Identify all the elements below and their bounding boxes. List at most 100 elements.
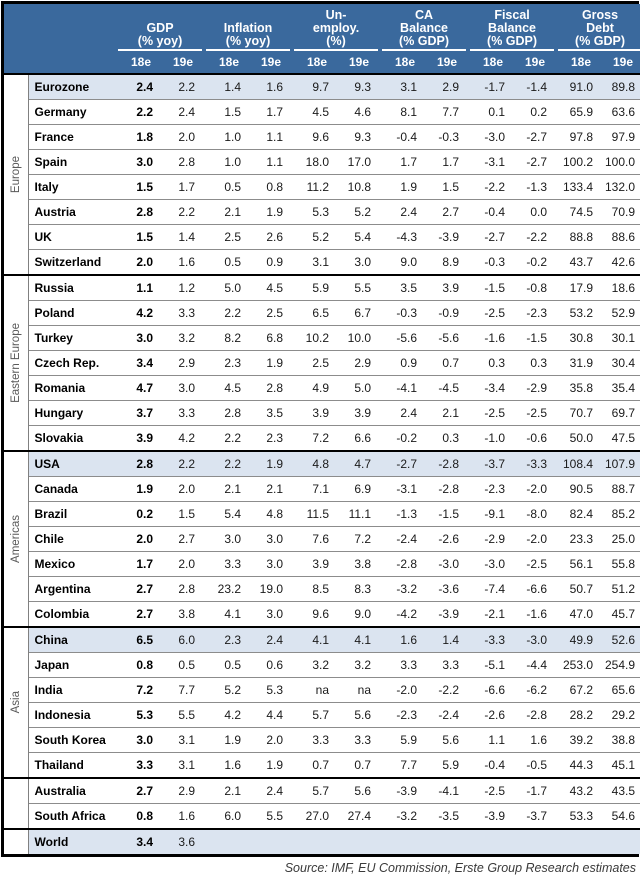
value-cell: 9.0	[382, 249, 425, 275]
value-cell: 4.2	[206, 702, 249, 728]
value-cell: 0.7	[424, 350, 467, 376]
value-cell: 0.2	[512, 99, 555, 125]
value-cell: 2.0	[160, 476, 203, 502]
table-row: Spain 3.0 2.8 1.0 1.1 18.0 17.0 1.7 1.7 -3.1 -2.7 1…	[4, 149, 640, 175]
spacer-cell	[554, 124, 559, 150]
value-cell: 0.7	[336, 752, 379, 778]
value-cell: 0.5	[206, 652, 249, 678]
table-row: Europe Eurozone 2.4 2.2 1.4 1.6 9.7 9.3 3.1 2.9 -1…	[4, 73, 640, 275]
value-cell: 1.1	[248, 124, 291, 150]
value-cell: 1.6	[160, 249, 203, 275]
value-cell: 18.6	[600, 274, 640, 301]
value-cell: 1.6	[512, 727, 555, 753]
value-cell: 49.9	[558, 626, 601, 653]
spacer-cell	[378, 274, 383, 301]
spacer-cell	[378, 224, 383, 250]
spacer-cell	[554, 174, 559, 200]
country-cell: UK	[28, 224, 114, 250]
value-cell: 47.0	[558, 601, 601, 627]
spacer-cell	[290, 752, 295, 778]
spacer-cell	[466, 677, 471, 703]
value-cell: 6.0	[206, 803, 249, 829]
spacer-cell	[290, 325, 295, 351]
country-cell: Argentina	[28, 576, 114, 602]
value-cell: 6.5	[294, 300, 337, 326]
value-cell: 47.5	[600, 425, 640, 451]
value-cell: 1.5	[118, 174, 160, 200]
value-cell: 7.2	[336, 526, 379, 552]
spacer-cell	[554, 526, 559, 552]
spacer-cell	[202, 300, 207, 326]
spacer-cell	[378, 803, 383, 829]
table-row: Canada 1.9 2.0 2.1 2.1 7.1 6.9 -3.1 -2.8 -2.3 -2.0…	[4, 476, 640, 502]
value-cell: 108.4	[558, 450, 601, 477]
value-cell: 5.0	[206, 274, 249, 301]
subheader-18e: 18e	[470, 50, 513, 74]
value-cell: 18.0	[294, 149, 337, 175]
header-spacer	[466, 50, 471, 74]
value-cell: 4.8	[294, 450, 337, 477]
column-group-title-0: GDP (% yoy)	[118, 4, 203, 51]
value-cell: 45.7	[600, 601, 640, 627]
table-row: Thailand 3.3 3.1 1.6 1.9 0.7 0.7 7.7 5.9 -0.4 -0.5…	[4, 752, 640, 778]
spacer-cell	[114, 626, 118, 653]
spacer-cell	[202, 752, 207, 778]
value-cell: -0.8	[512, 274, 555, 301]
value-cell: 9.6	[294, 124, 337, 150]
spacer-cell	[202, 828, 207, 854]
spacer-cell	[290, 777, 295, 804]
value-cell: 1.1	[118, 274, 160, 301]
value-cell: 35.8	[558, 375, 601, 401]
value-cell: 0.8	[118, 803, 160, 829]
value-cell: 3.0	[160, 375, 203, 401]
country-cell: South Korea	[28, 727, 114, 753]
value-cell: -5.6	[382, 325, 425, 351]
value-cell: 4.6	[336, 99, 379, 125]
value-cell: 2.7	[118, 601, 160, 627]
spacer-cell	[290, 476, 295, 502]
country-cell: Japan	[28, 652, 114, 678]
value-cell: 2.0	[248, 727, 291, 753]
value-cell: -6.6	[470, 677, 513, 703]
value-cell: 2.4	[248, 626, 291, 653]
value-cell: 2.3	[206, 626, 249, 653]
value-cell: 4.2	[118, 300, 160, 326]
value-cell: 2.0	[118, 526, 160, 552]
value-cell: 27.0	[294, 803, 337, 829]
value-cell: 43.5	[600, 777, 640, 804]
table-row: South Africa 0.8 1.6 6.0 5.5 27.0 27.4 -3.2 -3.5…	[4, 803, 640, 829]
spacer-cell	[378, 526, 383, 552]
value-cell: 3.1	[294, 249, 337, 275]
value-cell: -3.7	[512, 803, 555, 829]
spacer-cell	[290, 300, 295, 326]
spacer-cell	[290, 828, 295, 854]
value-cell: -2.7	[512, 124, 555, 150]
value-cell: na	[294, 677, 337, 703]
value-cell: -8.0	[512, 501, 555, 527]
country-cell: Turkey	[28, 325, 114, 351]
value-cell: 3.4	[118, 350, 160, 376]
spacer-cell	[378, 174, 383, 200]
spacer-cell	[114, 400, 118, 426]
spacer-cell	[202, 73, 207, 100]
value-cell: 2.2	[118, 99, 160, 125]
value-cell: 8.2	[206, 325, 249, 351]
spacer-cell	[554, 300, 559, 326]
spacer-cell	[466, 174, 471, 200]
spacer-cell	[114, 325, 118, 351]
spacer-cell	[114, 224, 118, 250]
subheader-18e: 18e	[206, 50, 249, 74]
table-row: Romania 4.7 3.0 4.5 2.8 4.9 5.0 -4.1 -4.5 -3.4 -2.…	[4, 375, 640, 401]
value-cell: 39.2	[558, 727, 601, 753]
spacer-cell	[202, 601, 207, 627]
value-cell: 2.5	[206, 224, 249, 250]
value-cell: 3.3	[160, 400, 203, 426]
value-cell: -3.4	[470, 375, 513, 401]
value-cell: 3.0	[118, 149, 160, 175]
value-cell: 4.2	[160, 425, 203, 451]
subheader-18e: 18e	[558, 50, 601, 74]
value-cell: 3.2	[294, 652, 337, 678]
value-cell: 0.8	[248, 174, 291, 200]
value-cell: -6.6	[512, 576, 555, 602]
value-cell: 17.9	[558, 274, 601, 301]
